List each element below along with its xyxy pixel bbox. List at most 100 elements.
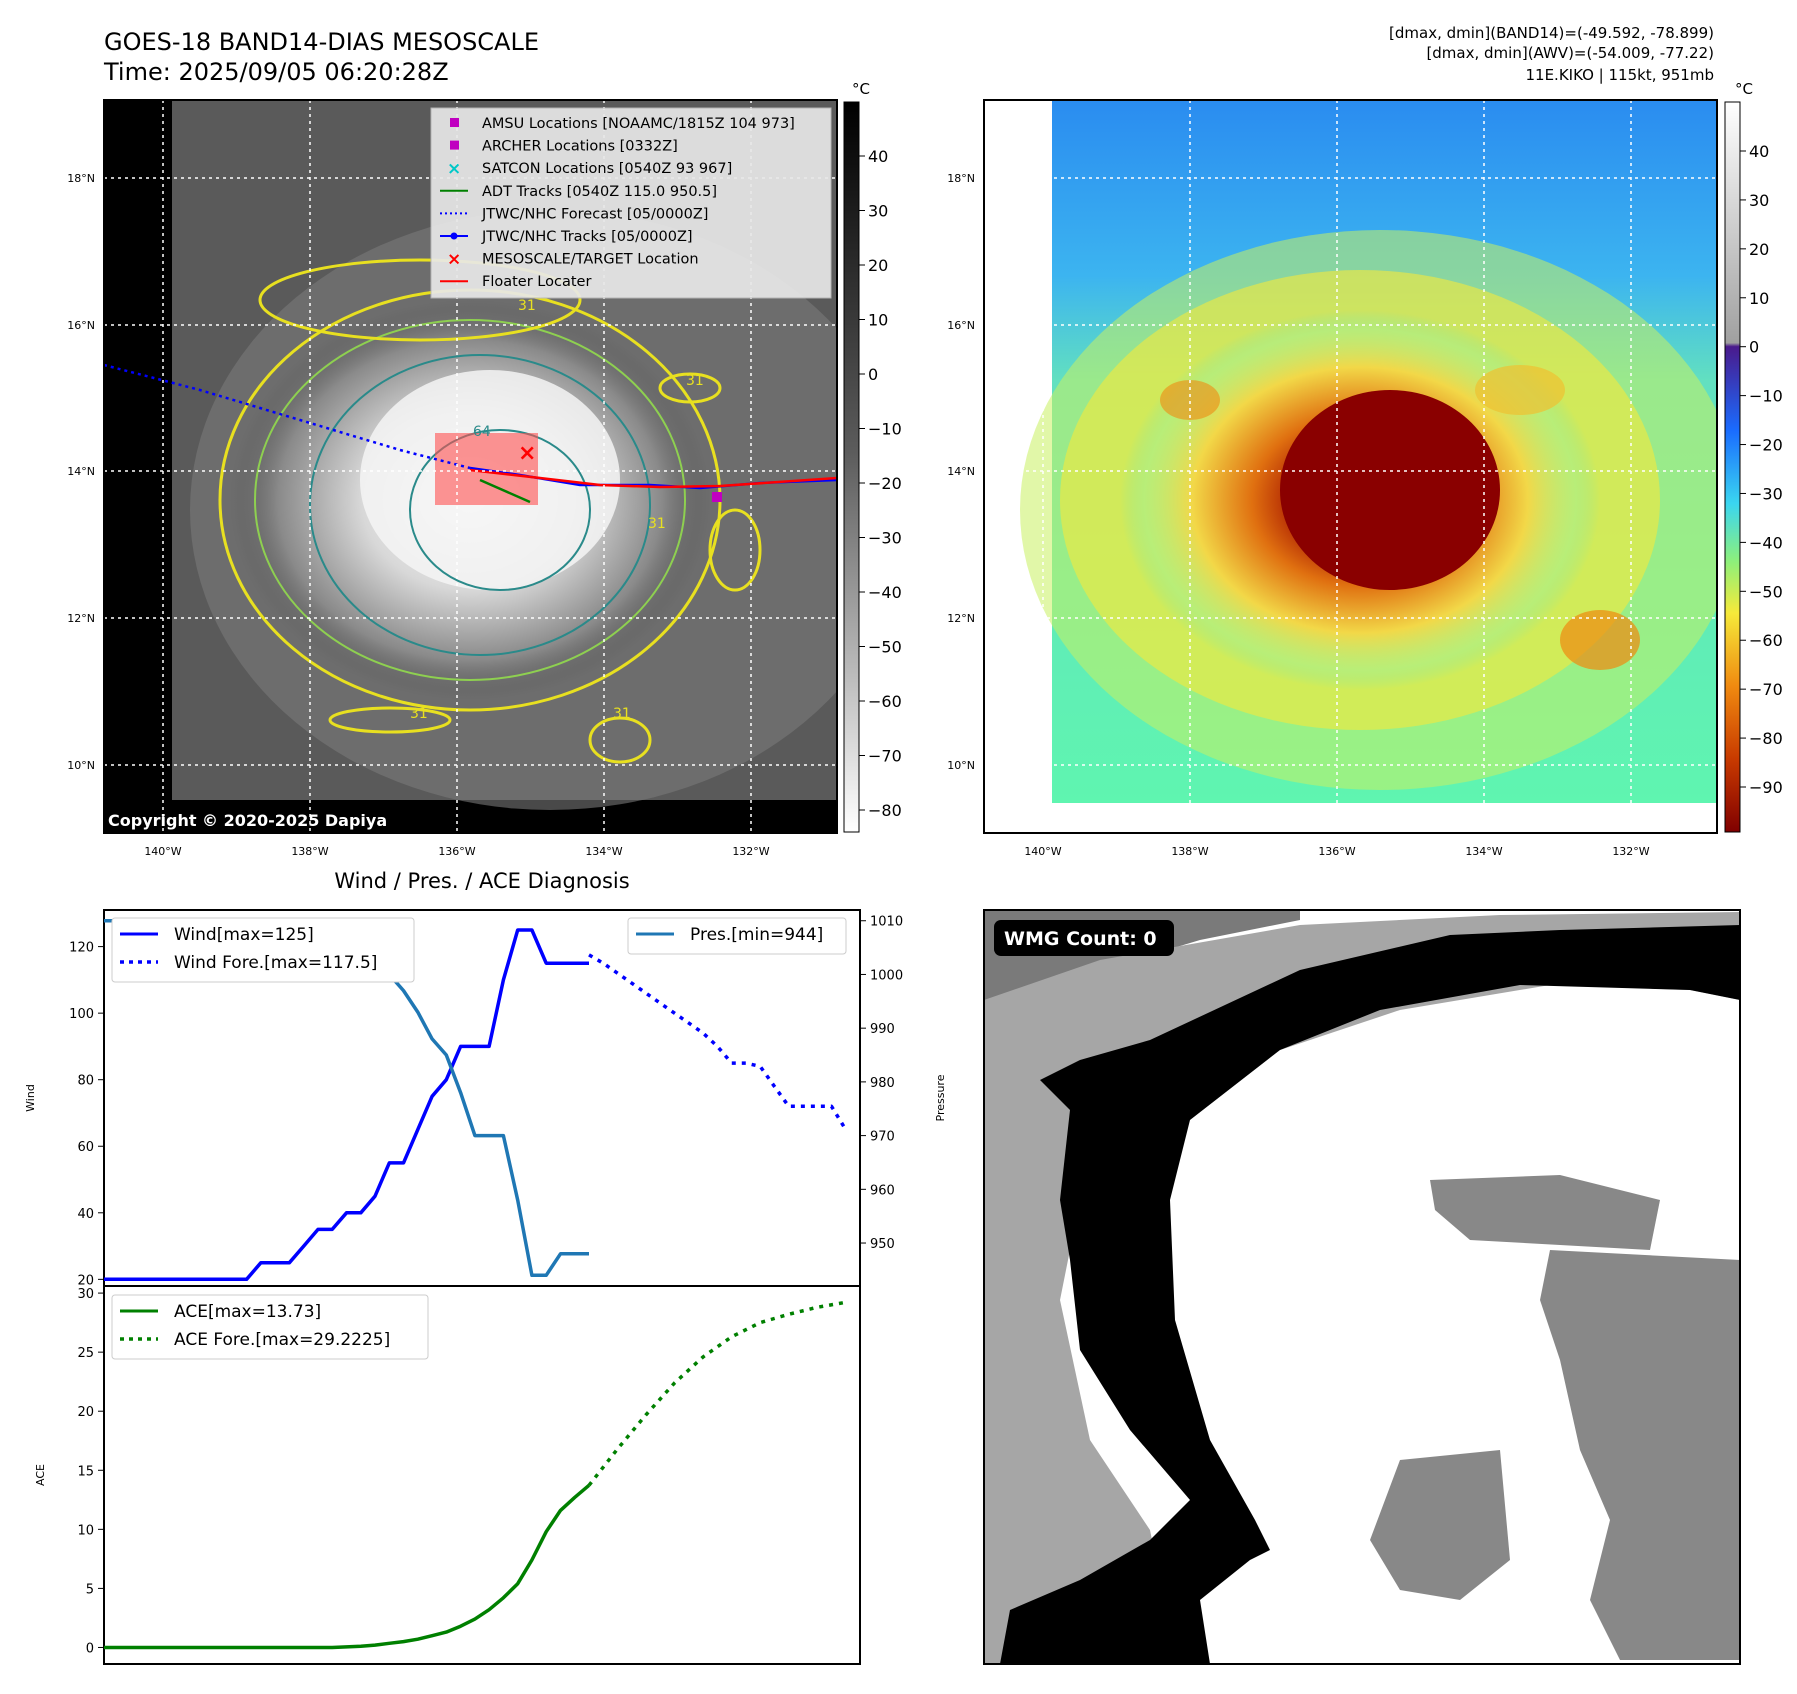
legend-marker-dot <box>450 232 458 240</box>
colorbar-tick-label: −10 <box>868 420 902 439</box>
ace-y-tick-label: 20 <box>77 1405 94 1420</box>
colorbar-tick-label: 40 <box>868 147 888 166</box>
pressure-y-tick-label: 1000 <box>870 968 903 983</box>
stats-line3: 11E.KIKO | 115kt, 951mb <box>1525 66 1714 84</box>
awv-colorbar-unit: °C <box>1735 80 1753 98</box>
contour-label: 31 <box>410 706 428 722</box>
ace-y-tick-label: 15 <box>77 1464 94 1479</box>
stats-line1: [dmax, dmin](BAND14)=(-49.592, -78.899) <box>1389 24 1714 42</box>
colorbar-tick-label: 30 <box>1749 191 1769 210</box>
legend-ace-forecast: ACE Fore.[max=29.2225] <box>174 1330 390 1350</box>
lat-label: 16°N <box>947 319 975 332</box>
figure-title-line2: Time: 2025/09/05 06:20:28Z <box>103 58 449 86</box>
colorbar-tick-label: 20 <box>1749 240 1769 259</box>
colorbar-tick-label: −30 <box>868 529 902 548</box>
lat-label: 12°N <box>67 612 95 625</box>
colorbar-tick-label: −80 <box>868 801 902 820</box>
legend-entry-label: AMSU Locations [NOAAMC/1815Z 104 973] <box>482 116 795 132</box>
pressure-y-tick-label: 970 <box>870 1130 895 1145</box>
ace-y-tick-label: 10 <box>77 1523 94 1538</box>
colorbar-tick-label: 10 <box>1749 289 1769 308</box>
colorbar-tick-label: −90 <box>1749 778 1783 797</box>
wind-legend: Wind[max=125] Wind Fore.[max=117.5] <box>111 917 415 983</box>
lon-label: 134°W <box>1465 845 1502 858</box>
lat-label: 18°N <box>947 172 975 185</box>
colorbar-tick-label: −20 <box>1749 436 1783 455</box>
wind-y-tick-label: 40 <box>77 1207 94 1222</box>
stats-line2: [dmax, dmin](AWV)=(-54.009, -77.22) <box>1426 44 1714 62</box>
svg-text:×: × <box>518 441 536 466</box>
colorbar-tick-label: −50 <box>1749 582 1783 601</box>
wind-axis-label: Wind <box>24 1084 37 1112</box>
contour-label: 64 <box>473 424 491 440</box>
pressure-y-tick-label: 960 <box>870 1183 895 1198</box>
ace-chart: 0 5 10 15 20 25 30 ACE ACE[max=13.73] ACE Fore… <box>34 1285 861 1665</box>
lon-label: 138°W <box>1171 845 1208 858</box>
wmg-count-label: WMG Count: 0 <box>1004 928 1157 950</box>
colorbar-tick-label: −50 <box>868 638 902 657</box>
pressure-axis-label: Pressure <box>934 1074 947 1121</box>
ir-colorbar: °C 40 30 20 10 0 −10 −20 −30 −40 −50 −60 −70 −80 <box>843 80 902 833</box>
lon-label: 140°W <box>144 845 181 858</box>
colorbar-tick-label: 20 <box>868 256 888 275</box>
ace-y-tick-label: 30 <box>77 1287 94 1302</box>
map-legend: AMSU Locations [NOAAMC/1815Z 104 973] ARC… <box>430 107 832 299</box>
legend-entry-label: JTWC/NHC Tracks [05/0000Z] <box>481 229 693 245</box>
lon-label: 132°W <box>1612 845 1649 858</box>
colorbar-tick-label: −20 <box>868 474 902 493</box>
lat-label: 10°N <box>947 759 975 772</box>
lat-label: 18°N <box>67 172 95 185</box>
legend-ace: ACE[max=13.73] <box>174 1302 321 1322</box>
legend-wind-forecast: Wind Fore.[max=117.5] <box>174 953 377 973</box>
colorbar-tick-label: −10 <box>1749 387 1783 406</box>
colorbar-tick-label: −70 <box>1749 680 1783 699</box>
legend-marker-x: × <box>447 250 461 270</box>
colorbar-tick-label: 40 <box>1749 142 1769 161</box>
pressure-y-tick-label: 1010 <box>870 915 903 930</box>
lon-label: 138°W <box>291 845 328 858</box>
lat-label: 14°N <box>67 465 95 478</box>
colorbar-tick-label: −60 <box>1749 631 1783 650</box>
legend-pressure: Pres.[min=944] <box>690 925 823 945</box>
lat-label: 10°N <box>67 759 95 772</box>
copyright-text: Copyright © 2020-2025 Dapiya <box>108 811 387 830</box>
legend-marker-square <box>450 118 459 127</box>
lon-label: 136°W <box>1318 845 1355 858</box>
awv-map-panel: 18°N 16°N 14°N 12°N 10°N 140°W 138°W 136… <box>947 99 1718 858</box>
wind-y-tick-label: 60 <box>77 1140 94 1155</box>
wind-y-tick-label: 20 <box>77 1273 94 1288</box>
colorbar-tick-label: −30 <box>1749 484 1783 503</box>
lon-label: 134°W <box>585 845 622 858</box>
legend-entry-label: MESOSCALE/TARGET Location <box>482 252 699 268</box>
colorbar-tick-label: 30 <box>868 202 888 221</box>
series-line-wind-fore <box>588 953 848 1131</box>
diagnosis-title: Wind / Pres. / ACE Diagnosis <box>334 869 629 893</box>
legend-wind: Wind[max=125] <box>174 925 314 945</box>
legend-marker-x: × <box>447 159 461 179</box>
legend-entry-label: ARCHER Locations [0332Z] <box>482 139 678 155</box>
colorbar-tick-label: 10 <box>868 311 888 330</box>
contour-label: 31 <box>686 373 704 389</box>
ir-map-panel: × 31 64 31 31 31 31 <box>67 99 838 858</box>
contour-label: 31 <box>648 516 666 532</box>
lon-label: 136°W <box>438 845 475 858</box>
wind-pressure-chart: 20 40 60 80 100 120 950 960 970 980 990 1000 1010 W… <box>24 909 947 1288</box>
wind-y-tick-label: 120 <box>69 941 94 956</box>
pressure-y-tick-label: 980 <box>870 1076 895 1091</box>
contour-label: 31 <box>518 298 536 314</box>
colorbar-tick-label: −60 <box>868 692 902 711</box>
series-line-ace-forecast <box>587 1300 847 1487</box>
contour-label: 31 <box>613 706 631 722</box>
wind-y-tick-label: 100 <box>69 1007 94 1022</box>
legend-entry-label: Floater Locater <box>482 274 591 290</box>
pressure-y-tick-label: 950 <box>870 1237 895 1252</box>
legend-marker-square <box>450 140 459 150</box>
lat-label: 14°N <box>947 465 975 478</box>
ir-colorbar-unit: °C <box>852 80 870 98</box>
colorbar-tick-label: −40 <box>1749 533 1783 552</box>
legend-entry-label: SATCON Locations [0540Z 93 967] <box>482 161 732 177</box>
legend-entry-label: ADT Tracks [0540Z 115.0 950.5] <box>482 184 717 200</box>
awv-colorbar: °C 40 30 20 10 0 −10 −20 −30 −40 −50 −60 −70 −80 −90 <box>1724 80 1783 833</box>
ace-axis-label: ACE <box>34 1464 47 1486</box>
colorbar-tick-label: 0 <box>868 365 878 384</box>
